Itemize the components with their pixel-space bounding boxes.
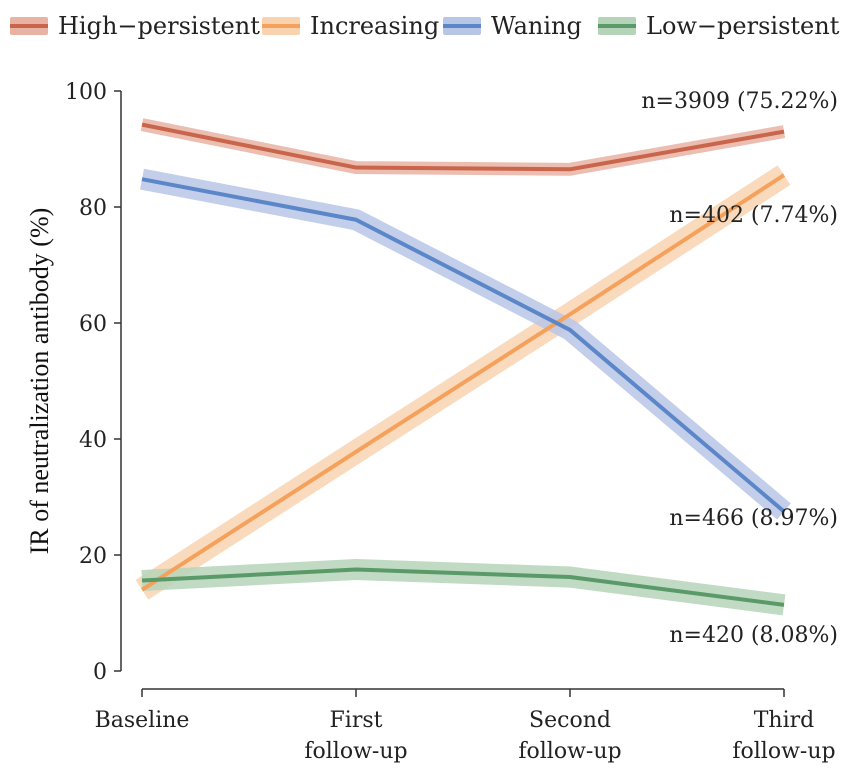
legend-label-waning: Waning: [491, 12, 582, 40]
annotation-high: n=3909 (75.22%): [641, 89, 838, 114]
annotations: n=3909 (75.22%) n=402 (7.74%) n=466 (8.97%…: [641, 89, 838, 648]
legend-label-low: Low−persistent: [646, 12, 840, 40]
legend-label-increasing: Increasing: [310, 12, 439, 40]
x-tick-label-3: Third: [754, 708, 814, 733]
series-line-high: [141, 122, 785, 172]
series-line-low: [141, 567, 785, 607]
y-tick-label-100: 100: [65, 80, 107, 105]
x-tick-label-0: Baseline: [95, 708, 190, 733]
y-tick-label-80: 80: [79, 196, 107, 221]
annotation-waning: n=466 (8.97%): [669, 506, 838, 531]
x-tick-label-2: Second: [529, 708, 611, 733]
y-axis: 0 20 40 60 80 100: [65, 80, 122, 685]
y-axis-label: IR of neutralization antibody (%): [25, 208, 54, 555]
y-tick-label-0: 0: [93, 660, 107, 685]
annotation-low: n=420 (8.08%): [669, 623, 838, 648]
series-lines: [140, 122, 786, 607]
series-line-waning: [141, 177, 786, 514]
x-axis: Baseline First follow-up Second follow-up Thi…: [95, 688, 836, 764]
x-tick-label-3-line2: follow-up: [732, 739, 835, 764]
y-tick-label-20: 20: [79, 544, 107, 569]
legend: High−persistent Increasing Waning Low−persi…: [10, 12, 840, 40]
x-tick-label-1: First: [330, 708, 383, 733]
x-tick-label-2-line2: follow-up: [518, 739, 621, 764]
y-tick-label-40: 40: [79, 428, 107, 453]
x-tick-label-1-line2: follow-up: [304, 739, 407, 764]
series-line-increasing: [140, 173, 786, 592]
y-tick-label-60: 60: [79, 312, 107, 337]
annotation-increasing: n=402 (7.74%): [669, 203, 838, 228]
legend-label-high: High−persistent: [58, 12, 260, 40]
